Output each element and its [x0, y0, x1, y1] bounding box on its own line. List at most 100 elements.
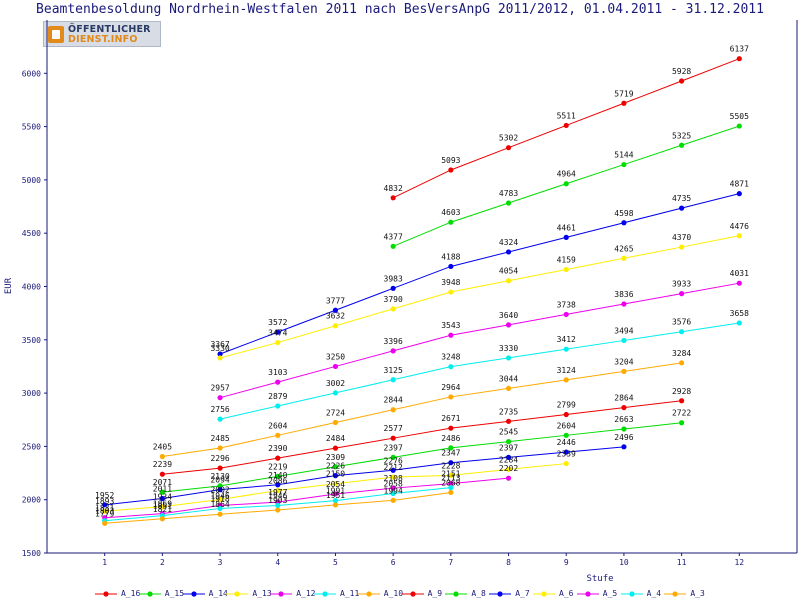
data-point-A_4: [275, 502, 281, 509]
data-point-A_9: [217, 465, 223, 471]
legend-label: A_3: [690, 589, 705, 598]
data-label-A_11: 3125: [384, 366, 403, 375]
data-label-A_14: 4871: [730, 180, 749, 189]
y-tick-label: 2000: [22, 496, 41, 505]
legend-swatch: [270, 591, 293, 597]
data-label-A_4: 1918: [210, 494, 229, 503]
data-label-A_4: 2058: [384, 480, 403, 489]
data-label-A_14: 3777: [326, 296, 345, 305]
series-line-A_10: [162, 362, 682, 458]
data-point-A_14: [390, 285, 396, 291]
data-point-A_13: [275, 339, 281, 346]
y-axis-label: EUR: [4, 277, 14, 294]
data-label-A_3: 1994: [384, 486, 403, 495]
oeffentlicher-dienst-logo[interactable]: ÖFFENTLICHER DIENST.INFO: [43, 21, 161, 47]
data-point-A_9: [275, 455, 281, 461]
data-point-A_13: [621, 255, 627, 261]
data-label-A_7: 2397: [499, 443, 518, 452]
data-label-A_3: 1864: [210, 500, 229, 509]
data-label-A_6: 1934: [153, 493, 172, 502]
data-point-A_11: [736, 320, 742, 326]
data-point-A_9: [621, 404, 627, 411]
legend-swatch: [445, 591, 468, 597]
data-labels: 4832 5093 5302 5511 5719 5928 6137 4377 4603 4783…: [95, 45, 749, 519]
legend-swatch: [138, 591, 161, 597]
y-tick-label: 3000: [22, 389, 41, 398]
data-label-A_15: 5505: [730, 112, 749, 121]
legend-swatch: [401, 591, 424, 597]
data-label-A_11: 2756: [210, 405, 229, 414]
data-label-A_10: 2405: [153, 443, 172, 452]
data-point-A_12: [275, 379, 281, 385]
legend-swatch-marker: [278, 591, 284, 597]
data-point-A_14: [275, 329, 281, 335]
data-label-A_13: 3790: [384, 295, 403, 304]
data-label-A_6: 2284: [499, 455, 518, 464]
series-line-A_14: [219, 193, 740, 355]
data-point-A_3: [390, 497, 396, 503]
data-point-A_3: [217, 511, 223, 517]
data-label-A_13: 3948: [441, 278, 460, 287]
legend-swatch-marker: [147, 591, 153, 597]
data-point-A_8: [621, 426, 627, 432]
data-label-A_7: 2446: [557, 438, 576, 447]
legend-swatch: [489, 591, 512, 597]
legend-label: A_10: [383, 589, 404, 598]
data-point-A_3: [102, 520, 108, 526]
data-label-A_16: 5093: [441, 156, 460, 165]
data-point-A_12: [621, 301, 627, 307]
data-point-A_7: [217, 487, 223, 493]
data-label-A_7: 2011: [153, 485, 172, 494]
data-label-A_12: 4031: [730, 269, 749, 278]
data-label-A_10: 2844: [384, 396, 403, 405]
data-label-A_5: 2151: [441, 470, 460, 479]
y-tick-label: 2500: [22, 442, 41, 451]
data-label-A_7: 2276: [384, 456, 403, 465]
data-label-A_4: 1991: [326, 487, 345, 496]
data-label-A_13: 4265: [614, 244, 633, 253]
data-label-A_7: 2226: [326, 462, 345, 471]
data-label-A_12: 3738: [557, 300, 576, 309]
data-label-A_11: 3576: [672, 318, 691, 327]
data-label-A_11: 3248: [441, 353, 460, 362]
data-label-A_14: 3367: [210, 340, 229, 349]
data-label-A_14: 4598: [614, 209, 633, 218]
data-label-A_9: 2864: [614, 394, 633, 403]
data-point-A_11: [217, 416, 223, 422]
data-label-A_6: 2150: [326, 470, 345, 479]
data-point-A_11: [679, 329, 685, 335]
logo-text-line1: ÖFFENTLICHER: [68, 24, 151, 35]
data-label-A_9: 2390: [268, 444, 287, 453]
legend-swatch-marker: [103, 591, 109, 597]
data-label-A_6: 2002: [210, 485, 229, 494]
legend-label: A_15: [164, 589, 185, 598]
legend-swatch-marker: [409, 591, 416, 597]
data-point-A_9: [332, 445, 339, 451]
data-point-A_6: [505, 466, 512, 473]
data-label-A_8: 2722: [672, 409, 691, 418]
x-tick-label: 11: [677, 558, 687, 567]
data-label-A_4: 1803: [95, 507, 114, 516]
data-label-A_9: 2799: [557, 401, 576, 410]
data-label-A_13: 4054: [499, 267, 518, 276]
data-point-A_7: [159, 495, 165, 502]
legend-label: A_13: [252, 589, 272, 598]
data-label-A_12: 3933: [672, 280, 691, 289]
data-point-A_6: [217, 496, 223, 503]
data-label-A_15: 4377: [384, 232, 403, 241]
data-point-A_10: [621, 368, 627, 374]
data-point-A_6: [275, 487, 281, 494]
data-label-A_10: 2604: [268, 421, 287, 430]
data-point-A_16: [563, 122, 569, 129]
legend-swatch-marker: [628, 591, 635, 597]
data-point-A_11: [448, 364, 454, 370]
data-point-A_13: [563, 266, 569, 273]
data-point-A_7: [275, 482, 281, 488]
data-point-A_7: [332, 473, 339, 479]
data-label-A_8: 2663: [614, 415, 633, 424]
data-point-A_14: [505, 249, 512, 255]
data-point-A_3: [275, 507, 281, 513]
data-point-A_12: [332, 363, 339, 370]
legend-swatch-marker: [234, 591, 240, 597]
data-label-A_7: 1952: [95, 491, 114, 500]
